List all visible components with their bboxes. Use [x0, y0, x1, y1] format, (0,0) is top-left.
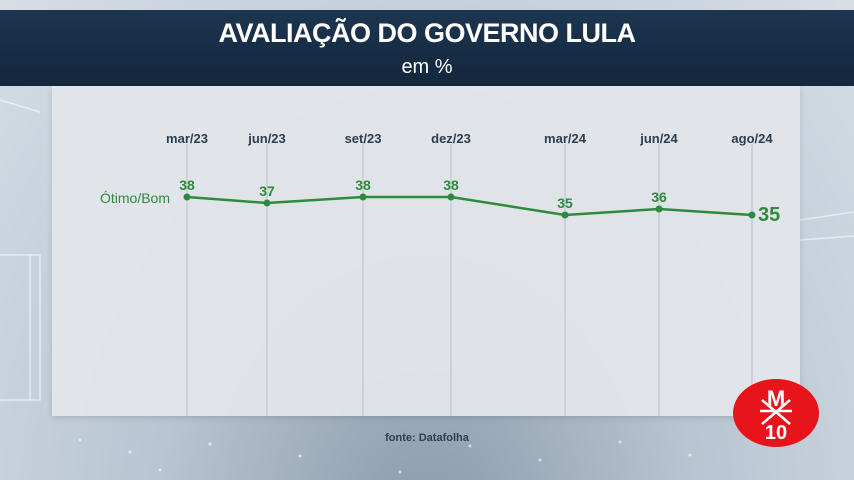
x-tick-label: jun/24 [639, 131, 678, 146]
line-chart: mar/23 jun/23 set/23 dez/23 mar/24 jun/24 ago/… [100, 131, 780, 416]
data-label: 38 [355, 177, 371, 193]
series-line [186, 195, 753, 217]
x-tick-label: mar/24 [544, 131, 587, 146]
data-point [561, 211, 569, 219]
x-tick-label: ago/24 [731, 131, 773, 146]
data-point [263, 199, 271, 207]
data-point [359, 193, 367, 201]
m10-logo: M 10 [733, 379, 819, 447]
data-label: 38 [179, 177, 195, 193]
data-point [183, 193, 191, 201]
data-label: 38 [443, 177, 459, 193]
x-tick-label: mar/23 [166, 131, 208, 146]
logo-bottom-text: 10 [765, 422, 787, 444]
series-label: Ótimo/Bom [100, 190, 170, 206]
x-tick-label: set/23 [345, 131, 382, 146]
chart-panel: mar/23 jun/23 set/23 dez/23 mar/24 jun/24 ago/… [52, 86, 800, 416]
data-point [748, 211, 756, 219]
chart-title: AVALIAÇÃO DO GOVERNO LULA [218, 18, 637, 48]
x-tick-label: dez/23 [431, 131, 471, 146]
x-tick-label: jun/23 [247, 131, 286, 146]
chart-subtitle: em % [401, 56, 453, 78]
data-label: 36 [651, 189, 667, 205]
data-point [447, 193, 455, 201]
data-label: 35 [557, 195, 573, 211]
logo-top-text: M [767, 386, 785, 411]
source-note: fonte: Datafolha [385, 432, 469, 444]
data-label: 37 [259, 183, 275, 199]
data-point [655, 205, 663, 213]
data-label: 35 [758, 204, 780, 226]
header-bar: AVALIAÇÃO DO GOVERNO LULA em % [0, 10, 854, 86]
